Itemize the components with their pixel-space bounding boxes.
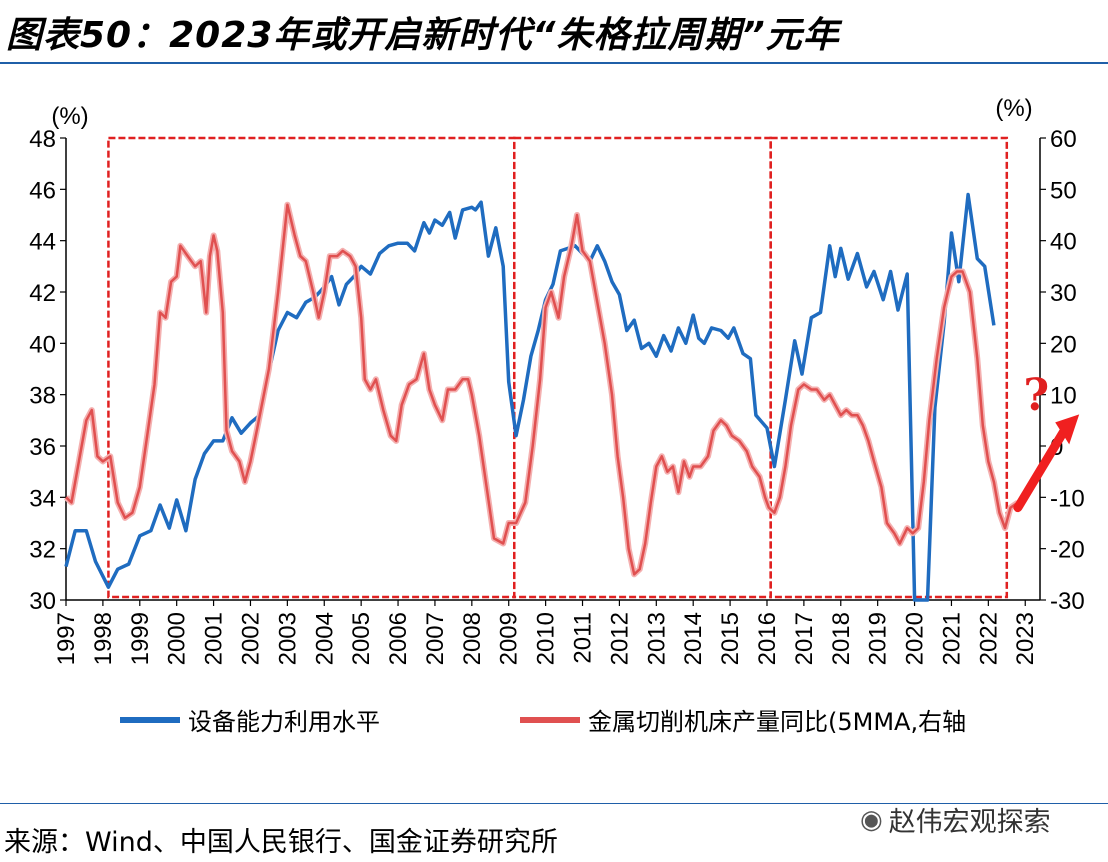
x-tick-label: 2016 [754, 612, 781, 665]
chart: 48464442403836343230(%)6050403020100-10-… [29, 95, 1084, 665]
legend-label-machine-tool: 金属切削机床产量同比(5MMA,右轴 [588, 708, 967, 736]
legend-label-capacity: 设备能力利用水平 [188, 708, 380, 736]
x-tick-label: 2007 [422, 612, 449, 665]
left-tick-label: 48 [29, 126, 56, 153]
x-tick-label: 1998 [90, 612, 117, 665]
series-line-1 [65, 203, 1019, 576]
x-tick-label: 2019 [865, 612, 892, 665]
source-note: 来源：Wind、中国人民银行、国金证券研究所 [4, 827, 558, 858]
right-tick-label: 10 [1050, 383, 1077, 410]
trend-arrow-shaft [1013, 427, 1068, 513]
x-tick-label: 2011 [570, 612, 597, 664]
x-tick-label: 2013 [643, 612, 670, 665]
right-tick-label: 40 [1050, 229, 1077, 256]
x-tick-label: 2015 [717, 612, 744, 665]
x-tick-label: 2000 [164, 612, 191, 665]
legend-swatch-red [520, 716, 580, 723]
x-tick-label: 2022 [975, 612, 1002, 665]
watermark-text: 赵伟宏观探索 [888, 807, 1051, 838]
axes-layer [60, 137, 1046, 606]
right-tick-label: 30 [1050, 280, 1077, 307]
question-mark: ? [1023, 370, 1049, 421]
legend-item-machine-tool: 金属切削机床产量同比(5MMA,右轴 [520, 702, 966, 737]
legend-item-capacity: 设备能力利用水平 [120, 702, 380, 737]
x-tick-label: 2023 [1012, 612, 1039, 665]
series-line-0 [64, 192, 996, 602]
series-layer [63, 192, 1020, 602]
right-tick-label: 50 [1050, 177, 1077, 204]
right-tick-label: -30 [1050, 588, 1085, 615]
legend-swatch-blue [120, 716, 180, 723]
x-tick-label: 2020 [902, 612, 929, 665]
x-tick-label: 2014 [680, 612, 707, 665]
x-tick-label: 1997 [53, 612, 80, 665]
left-tick-label: 44 [29, 229, 56, 256]
x-tick-label: 2006 [385, 612, 412, 665]
left-tick-label: 40 [29, 331, 56, 358]
x-tick-label: 2021 [938, 612, 965, 665]
right-tick-label: -20 [1050, 537, 1085, 564]
left-tick-label: 42 [29, 280, 56, 307]
wechat-icon: ◉ [860, 804, 883, 835]
x-tick-label: 2008 [459, 612, 486, 665]
left-tick-label: 36 [29, 434, 56, 461]
x-tick-label: 2018 [828, 612, 855, 665]
left-tick-label: 34 [29, 485, 56, 512]
x-tick-label: 1999 [127, 612, 154, 665]
x-tick-label: 2012 [606, 612, 633, 665]
left-tick-label: 38 [29, 383, 56, 410]
tick-labels: 48464442403836343230(%)6050403020100-10-… [29, 95, 1084, 665]
footer-divider [0, 803, 1108, 804]
x-tick-label: 2002 [237, 612, 264, 665]
right-tick-label: -10 [1050, 485, 1085, 512]
x-tick-label: 2009 [496, 612, 523, 665]
left-tick-label: 46 [29, 177, 56, 204]
left-tick-label: 32 [29, 537, 56, 564]
x-tick-label: 2005 [348, 612, 375, 665]
page-title: 图表50：2023年或开启新时代“朱格拉周期”元年 [6, 15, 840, 56]
period-box [513, 136, 772, 599]
left-axis-unit: (%) [51, 103, 88, 130]
left-tick-label: 30 [29, 588, 56, 615]
trend-arrow-head [1055, 414, 1080, 445]
x-tick-label: 2001 [201, 612, 228, 665]
annotations: ? [1013, 370, 1080, 513]
watermark: ◉ 赵伟宏观探索 [860, 800, 1051, 839]
period-boxes [107, 136, 1009, 599]
period-box [769, 136, 1009, 599]
x-tick-label: 2010 [533, 612, 560, 665]
title-divider [0, 62, 1108, 64]
x-tick-label: 2003 [274, 612, 301, 665]
right-tick-label: 20 [1050, 331, 1077, 358]
right-tick-label: 60 [1050, 126, 1077, 153]
x-tick-label: 2017 [791, 612, 818, 665]
x-tick-label: 2004 [311, 612, 338, 665]
right-axis-unit: (%) [995, 95, 1032, 122]
